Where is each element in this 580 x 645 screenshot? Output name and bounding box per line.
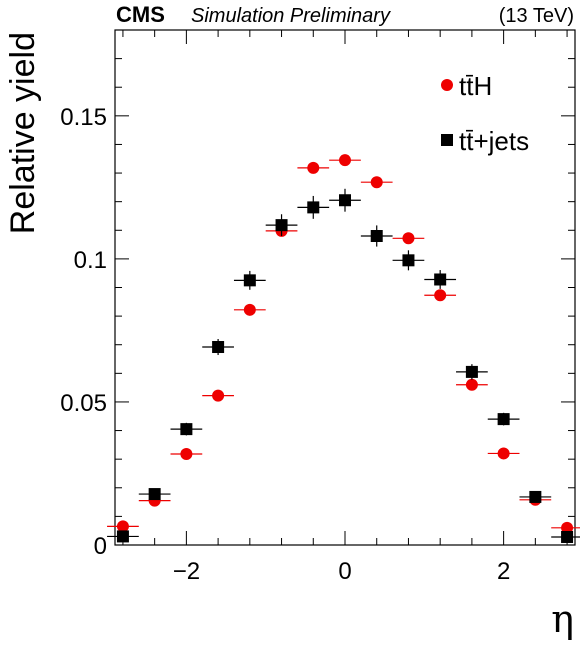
data-point [370, 176, 383, 189]
data-point [434, 273, 447, 286]
y-tick-label: 0.05 [60, 390, 107, 417]
legend-label: tt̄H [459, 71, 492, 101]
x-tick-label: −2 [173, 558, 200, 585]
data-point [116, 520, 129, 533]
x-tick-label: 0 [338, 558, 351, 585]
data-point [561, 530, 574, 543]
data-point [180, 423, 193, 436]
y-tick-label: 0.1 [74, 247, 107, 274]
data-point [180, 448, 193, 461]
data-point [497, 413, 510, 426]
legend-marker [441, 134, 453, 146]
y-tick-label: 0 [94, 533, 107, 560]
data-point [307, 201, 320, 214]
experiment-label: CMS [116, 2, 165, 27]
x-axis-label: η [551, 597, 574, 641]
data-point [275, 219, 288, 232]
data-point [561, 521, 574, 534]
y-tick-label: 0.15 [60, 104, 107, 131]
legend-label: tt̄+jets [459, 126, 529, 156]
legend: tt̄H tt̄+jets [441, 71, 529, 156]
data-point [497, 447, 510, 460]
data-point [370, 230, 383, 242]
legend-marker [441, 79, 453, 91]
data-point [307, 161, 320, 174]
data-point [339, 154, 351, 167]
data-point [529, 490, 542, 503]
x-tick-label: 2 [497, 558, 510, 585]
series-ttjets [107, 188, 580, 543]
data-point [243, 274, 256, 287]
data-point [339, 194, 351, 207]
y-axis-label: Relative yield [4, 32, 42, 234]
data-point [243, 303, 256, 316]
series-tth [107, 154, 580, 534]
energy-label: (13 TeV) [499, 5, 574, 27]
status-label: Simulation Preliminary [191, 5, 391, 27]
data-point [212, 341, 225, 354]
data-point [148, 488, 161, 501]
data-point [116, 530, 129, 543]
plot-frame [114, 29, 576, 546]
data-point [402, 254, 415, 267]
data-point [402, 232, 415, 245]
data-point [212, 389, 225, 402]
data-point [465, 365, 478, 378]
data-point [465, 378, 478, 391]
data-point [434, 289, 447, 302]
